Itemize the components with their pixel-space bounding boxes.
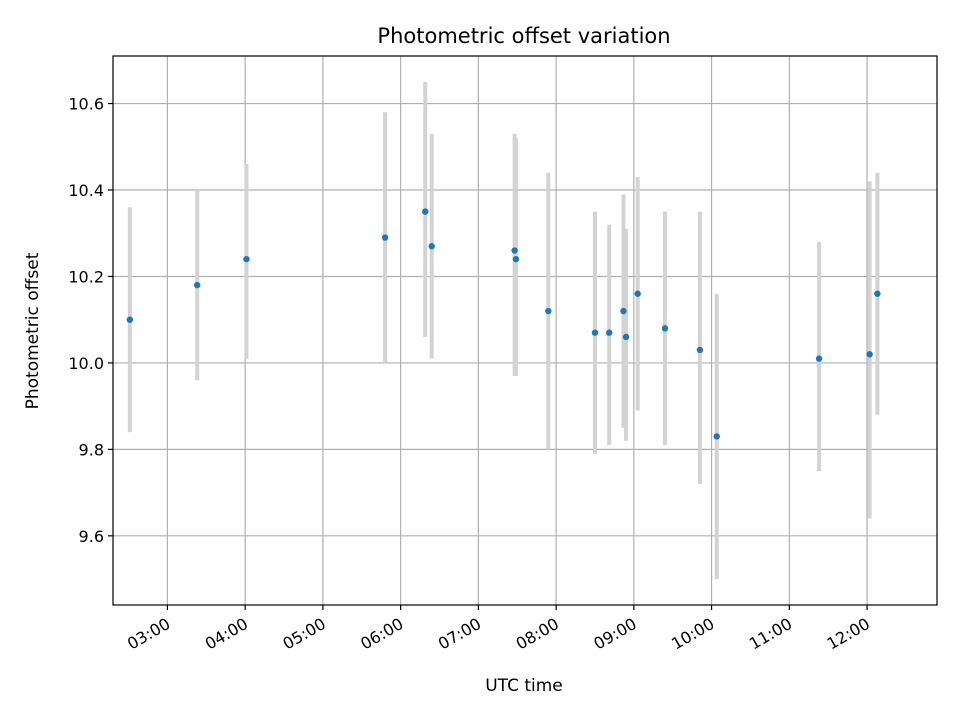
data-point — [591, 329, 599, 336]
y-tick-label: 9.6 — [79, 527, 104, 546]
y-axis-ticks: 9.6 9.8 10.0 10.2 10.4 10.6 — [68, 95, 113, 546]
data-point — [661, 325, 669, 332]
data-point — [874, 290, 881, 297]
data-point — [622, 333, 630, 341]
y-tick-label: 10.0 — [68, 354, 104, 373]
data-point — [815, 355, 823, 362]
data-point — [194, 281, 201, 289]
data-point — [606, 329, 613, 336]
data-points — [126, 208, 881, 440]
data-point — [512, 255, 520, 263]
data-point — [428, 243, 435, 250]
y-tick-label: 10.4 — [68, 181, 104, 200]
x-axis-title: UTC time — [485, 676, 563, 696]
data-point — [243, 255, 250, 263]
y-axis-title: Photometric offset — [23, 252, 43, 409]
data-point — [713, 433, 720, 440]
data-point — [634, 290, 641, 297]
y-tick-label: 9.8 — [79, 440, 104, 459]
data-point — [381, 234, 389, 241]
data-point — [620, 307, 627, 315]
data-point — [696, 346, 704, 354]
grid — [113, 56, 937, 605]
data-point — [126, 316, 134, 323]
data-point — [545, 307, 552, 315]
y-tick-label: 10.2 — [68, 267, 104, 286]
data-point — [866, 351, 873, 358]
data-point — [511, 247, 518, 254]
plot-frame — [112, 55, 938, 606]
chart-title: Photometric offset variation — [377, 24, 670, 48]
y-tick-label: 10.6 — [68, 95, 104, 114]
data-point — [422, 208, 429, 215]
